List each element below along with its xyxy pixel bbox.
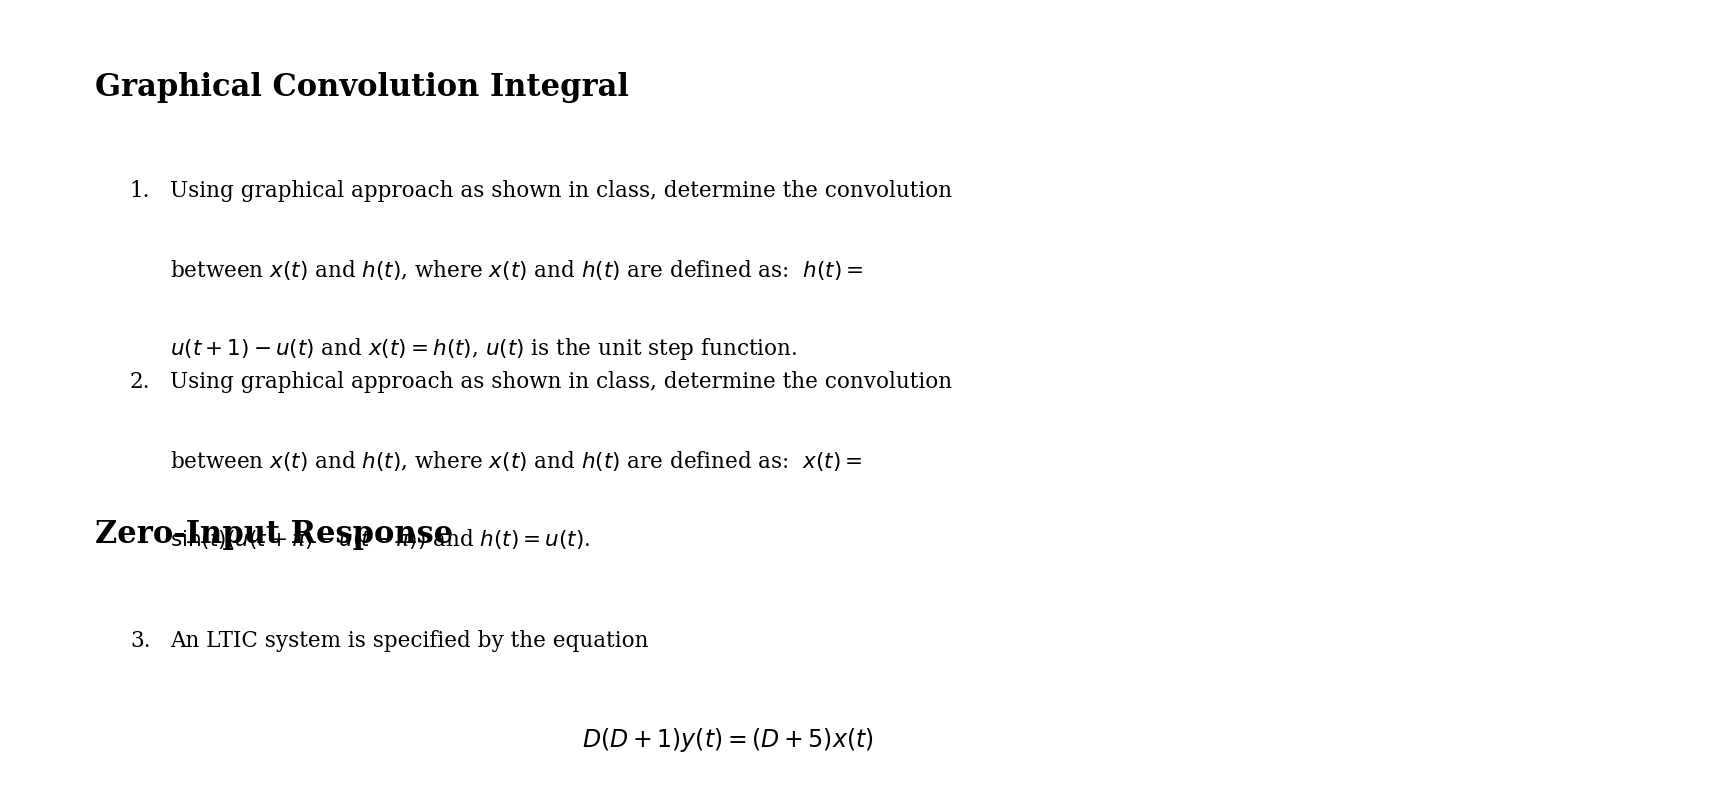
- Text: $D(D+1)y(t) = (D+5)x(t)$: $D(D+1)y(t) = (D+5)x(t)$: [582, 726, 873, 754]
- Text: 1.: 1.: [130, 180, 151, 202]
- Text: 3.: 3.: [130, 630, 151, 653]
- Text: Graphical Convolution Integral: Graphical Convolution Integral: [95, 72, 629, 103]
- Text: Using graphical approach as shown in class, determine the convolution: Using graphical approach as shown in cla…: [170, 180, 953, 202]
- Text: $u(t+1) - u(t)$ and $x(t) = h(t)$, $u(t)$ is the unit step function.: $u(t+1) - u(t)$ and $x(t) = h(t)$, $u(t)…: [170, 336, 797, 362]
- Text: 2.: 2.: [130, 371, 151, 393]
- Text: An LTIC system is specified by the equation: An LTIC system is specified by the equat…: [170, 630, 648, 653]
- Text: between $x(t)$ and $h(t)$, where $x(t)$ and $h(t)$ are defined as:  $x(t) =$: between $x(t)$ and $h(t)$, where $x(t)$ …: [170, 449, 863, 473]
- Text: Using graphical approach as shown in class, determine the convolution: Using graphical approach as shown in cla…: [170, 371, 953, 393]
- Text: between $x(t)$ and $h(t)$, where $x(t)$ and $h(t)$ are defined as:  $h(t) =$: between $x(t)$ and $h(t)$, where $x(t)$ …: [170, 258, 863, 282]
- Text: $\sin(t)(u(t+\pi) - u(t-\pi))$ and $h(t) = u(t)$.: $\sin(t)(u(t+\pi) - u(t-\pi))$ and $h(t)…: [170, 527, 591, 551]
- Text: Zero-Input Response: Zero-Input Response: [95, 519, 454, 550]
